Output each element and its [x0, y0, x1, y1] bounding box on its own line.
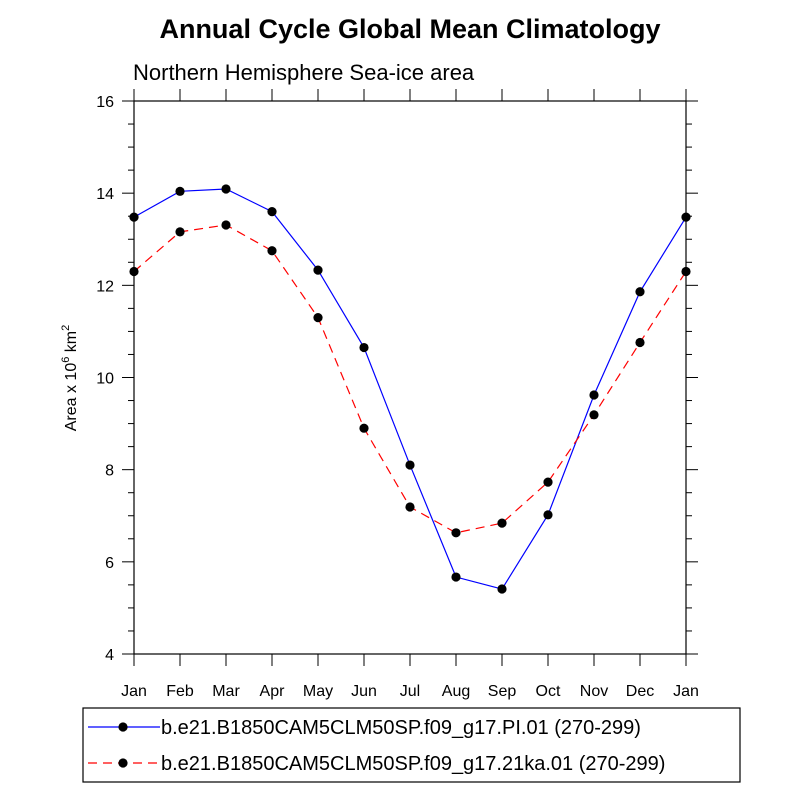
x-tick-label: Aug — [442, 683, 470, 700]
data-point — [359, 342, 369, 353]
legend-label-1: b.e21.B1850CAM5CLM50SP.f09_g17.PI.01 (27… — [161, 717, 641, 739]
y-axis-label-unit-exponent: 2 — [60, 325, 72, 331]
y-axis-label: Area x 106 km2 — [60, 325, 80, 432]
data-point — [175, 186, 185, 196]
x-tick-label: Sep — [488, 683, 517, 700]
data-point — [451, 572, 461, 582]
y-axis-label-exponent: 6 — [60, 357, 72, 363]
y-tick-label: 14 — [96, 186, 114, 203]
x-tick-label: Jan — [121, 683, 147, 700]
legend-box — [82, 707, 741, 783]
y-tick-label: 12 — [96, 278, 114, 295]
x-tick-label: Apr — [260, 683, 286, 700]
legend-marker — [118, 722, 128, 732]
data-point — [497, 518, 507, 528]
x-tick-label: Mar — [212, 683, 240, 700]
data-point — [359, 423, 369, 433]
y-tick-label: 8 — [105, 463, 114, 480]
data-point — [635, 287, 645, 297]
data-point — [589, 390, 599, 400]
data-point — [405, 460, 415, 470]
data-point — [267, 207, 277, 217]
data-point — [543, 477, 553, 487]
data-point — [543, 510, 553, 520]
chart-title: Annual Cycle Global Mean Climatology — [159, 14, 660, 44]
x-tick-label: Jun — [351, 683, 377, 700]
x-tick-label: May — [303, 683, 333, 700]
y-axis-label-unit: km — [63, 331, 80, 352]
svg-text:Area x 106 km2: Area x 106 km2 — [60, 325, 80, 432]
legend-label-2: b.e21.B1850CAM5CLM50SP.f09_g17.21ka.01 (… — [161, 753, 665, 775]
y-axis-label-text: Area x 10 — [63, 363, 80, 432]
x-tick-label: Jul — [400, 683, 420, 700]
x-tick-label: Feb — [166, 683, 194, 700]
data-point — [589, 410, 599, 420]
legend-marker — [118, 758, 128, 768]
x-tick-label: Jan — [673, 683, 699, 700]
data-point — [267, 246, 277, 256]
series-line-2 — [133, 224, 687, 534]
data-point — [221, 184, 231, 194]
y-tick-label: 10 — [96, 371, 114, 388]
chart-subtitle: Northern Hemisphere Sea-ice area — [133, 60, 475, 85]
plot-frame — [133, 100, 687, 655]
data-point — [313, 312, 323, 323]
data-point — [451, 528, 461, 538]
data-point — [221, 220, 231, 230]
x-tick-label: Nov — [580, 683, 608, 700]
data-point — [497, 584, 507, 594]
x-tick-label: Oct — [536, 683, 561, 700]
x-tick-label: Dec — [626, 683, 654, 700]
y-tick-label: 4 — [105, 647, 114, 664]
data-point — [313, 265, 323, 275]
data-point — [405, 502, 415, 512]
y-tick-label: 6 — [105, 555, 114, 572]
data-point — [635, 337, 645, 348]
y-tick-label: 16 — [96, 94, 114, 111]
data-point — [175, 227, 185, 237]
series-line-1 — [133, 188, 687, 590]
